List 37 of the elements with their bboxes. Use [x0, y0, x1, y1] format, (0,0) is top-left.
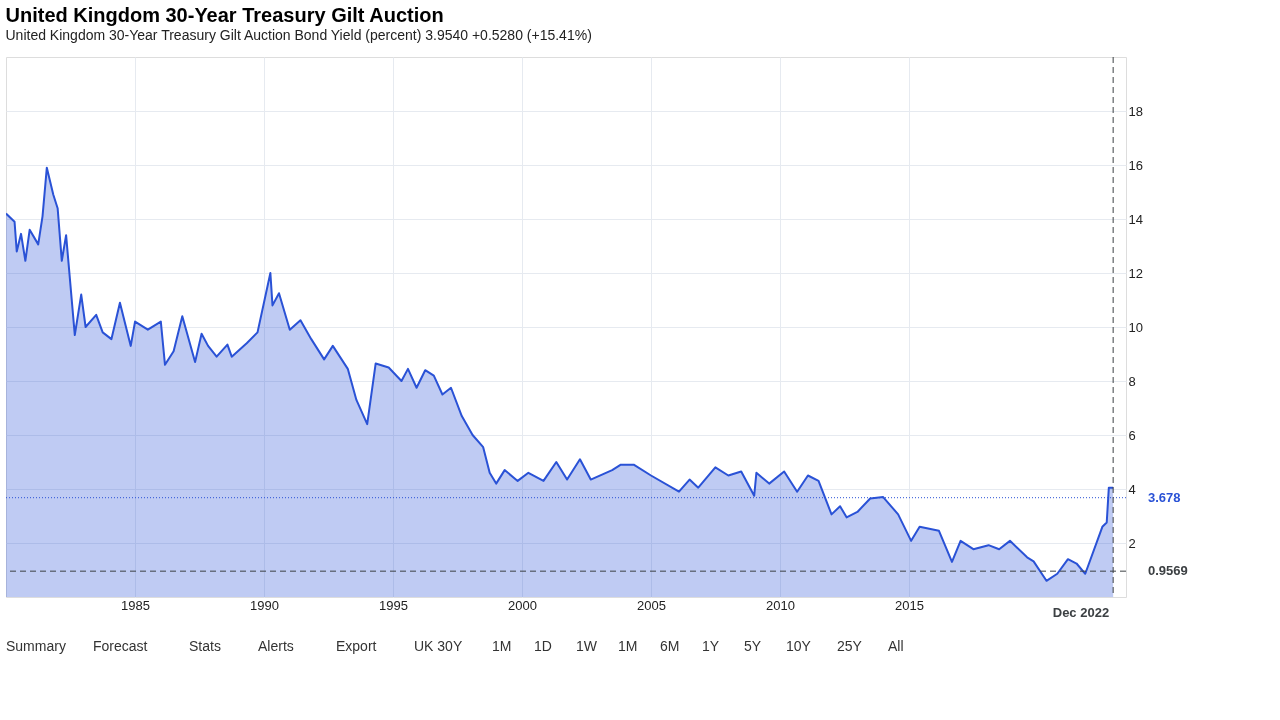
x-tick-label: 1995 [379, 597, 408, 613]
x-tick-label: 2010 [766, 597, 795, 613]
y-tick-label: 8 [1128, 373, 1136, 389]
text: Stats [189, 638, 221, 654]
chart-subtitle: United Kingdom 30-Year Treasury Gilt Auction Bond Yield (percent) 3.9540 +0.5280 (+15.41%) [5, 26, 592, 43]
chart-title: United Kingdom 30-Year Treasury Gilt Auction [5, 3, 444, 26]
ref-line-label: Dec 2022 [1052, 605, 1110, 620]
text: 1D [534, 638, 552, 654]
x-tick-label: 1990 [250, 597, 279, 613]
x-tick-label: 2015 [894, 597, 924, 613]
text: 6M [660, 638, 680, 654]
text: All [888, 638, 904, 654]
y-tick-label: 18 [1128, 103, 1143, 119]
x-tick-label: 2005 [637, 597, 666, 613]
ref-line-label: 0.9569 [1148, 563, 1188, 579]
y-tick-label: 6 [1128, 427, 1136, 443]
ref-line-label: 3.678 [1148, 489, 1181, 505]
y-tick-label: 12 [1128, 265, 1143, 281]
y-tick-label: 10 [1128, 319, 1143, 335]
text: 1W [576, 638, 598, 654]
text: Alerts [258, 638, 294, 654]
text: 1M [492, 638, 512, 654]
y-tick-label: 4 [1128, 481, 1136, 497]
text: Forecast [93, 638, 148, 654]
text: 10Y [786, 638, 812, 654]
text: Export [336, 638, 377, 654]
x-tick-label: 1985 [121, 597, 150, 613]
text: 5Y [744, 638, 762, 654]
text: Summary [6, 638, 66, 654]
y-tick-label: 2 [1128, 535, 1136, 551]
text: 1Y [702, 638, 720, 654]
text: 25Y [837, 638, 863, 654]
x-tick-label: 2000 [508, 597, 537, 613]
y-tick-label: 14 [1128, 211, 1143, 227]
y-tick-label: 16 [1128, 157, 1143, 173]
text: 1M [618, 638, 638, 654]
text: UK 30Y [414, 638, 463, 654]
